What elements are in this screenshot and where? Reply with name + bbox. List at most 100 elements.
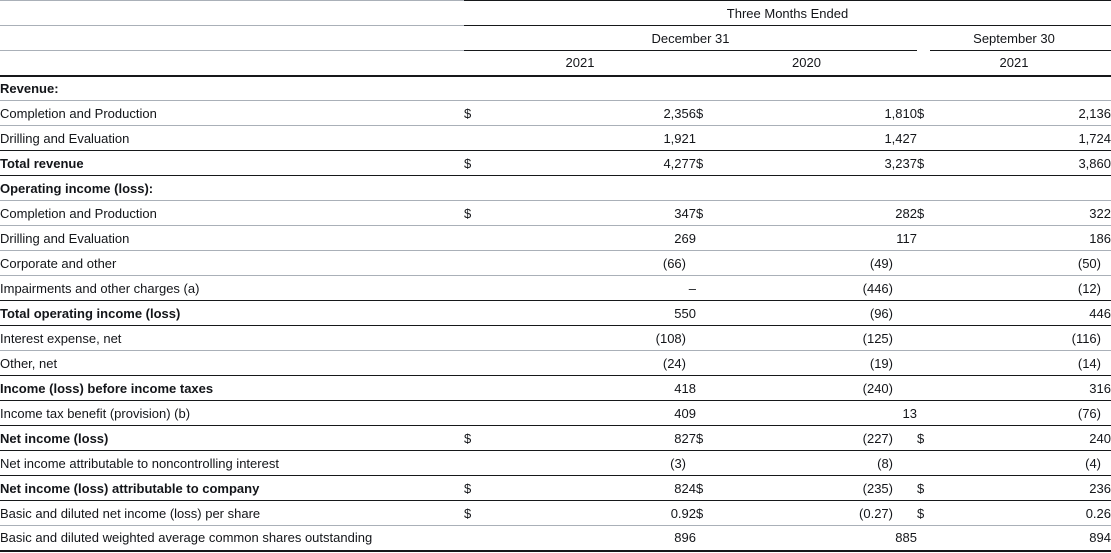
value-dec-2021: 347 (513, 200, 696, 226)
value-dec-2020: (49) (736, 250, 917, 276)
period-header: Three Months Ended (464, 0, 1111, 26)
year-header: 2021 (917, 50, 1111, 77)
dollar-sign: $ (464, 475, 513, 501)
value-sep-2021: 322 (961, 200, 1111, 226)
value-dec-2020 (736, 75, 917, 101)
value-sep-2021: (14) (961, 350, 1111, 376)
dollar-sign (464, 175, 513, 201)
dollar-sign (917, 525, 961, 552)
row-label: Income tax benefit (provision) (b) (0, 400, 464, 426)
row-label: Completion and Production (0, 100, 464, 126)
value-dec-2020: 117 (736, 225, 917, 251)
value-dec-2021: 550 (513, 300, 696, 326)
dollar-sign (917, 450, 961, 476)
row-label: Net income (loss) attributable to compan… (0, 475, 464, 501)
dollar-sign (696, 175, 736, 201)
header-row-dates: December 31 September 30 (0, 25, 1111, 51)
dollar-sign (464, 225, 513, 251)
value-dec-2020: 1,427 (736, 125, 917, 151)
value-dec-2020: (8) (736, 450, 917, 476)
value-dec-2021 (513, 75, 696, 101)
value-dec-2021: 418 (513, 375, 696, 401)
dollar-sign: $ (464, 425, 513, 451)
row-label: Completion and Production (0, 200, 464, 226)
value-sep-2021: 236 (961, 475, 1111, 501)
value-dec-2021: 0.92 (513, 500, 696, 526)
dollar-sign: $ (696, 500, 736, 526)
table-row: Total operating income (loss) 550 (96) 446 (0, 300, 1111, 326)
dollar-sign (464, 400, 513, 426)
dollar-sign: $ (696, 475, 736, 501)
table-row: Net income (loss) attributable to compan… (0, 475, 1111, 501)
dollar-sign: $ (464, 500, 513, 526)
dollar-sign (917, 125, 961, 151)
dollar-sign: $ (917, 200, 961, 226)
table-row: Drilling and Evaluation 269 117 186 (0, 225, 1111, 251)
dollar-sign (917, 175, 961, 201)
value-dec-2021: (108) (513, 325, 696, 351)
value-dec-2021: 827 (513, 425, 696, 451)
dollar-sign: $ (696, 425, 736, 451)
value-sep-2021: 186 (961, 225, 1111, 251)
dollar-sign: $ (696, 150, 736, 176)
table-row: Net income attributable to noncontrollin… (0, 450, 1111, 476)
value-dec-2020: (96) (736, 300, 917, 326)
header-row-period: Three Months Ended (0, 0, 1111, 26)
value-dec-2020: 282 (736, 200, 917, 226)
value-dec-2020: 13 (736, 400, 917, 426)
table-row: Completion and Production $347 $282 $322 (0, 200, 1111, 226)
dollar-sign (464, 75, 513, 101)
dollar-sign (917, 375, 961, 401)
dollar-sign (917, 300, 961, 326)
value-dec-2021: 824 (513, 475, 696, 501)
value-dec-2020: 3,237 (736, 150, 917, 176)
row-label: Basic and diluted weighted average commo… (0, 525, 464, 552)
row-label: Impairments and other charges (a) (0, 275, 464, 301)
dollar-sign: $ (917, 100, 961, 126)
value-sep-2021: 316 (961, 375, 1111, 401)
dollar-sign (464, 375, 513, 401)
value-dec-2020: (235) (736, 475, 917, 501)
dollar-sign: $ (464, 200, 513, 226)
dollar-sign (696, 325, 736, 351)
year-header: 2020 (696, 50, 917, 77)
value-sep-2021: 446 (961, 300, 1111, 326)
value-sep-2021: 2,136 (961, 100, 1111, 126)
value-dec-2020: (125) (736, 325, 917, 351)
value-dec-2021: 2,356 (513, 100, 696, 126)
header-spacer (0, 25, 464, 51)
table-row: Income (loss) before income taxes 418 (240… (0, 375, 1111, 401)
value-dec-2020: (227) (736, 425, 917, 451)
dollar-sign (696, 350, 736, 376)
value-sep-2021: (4) (961, 450, 1111, 476)
dollar-sign (464, 125, 513, 151)
dollar-sign (464, 350, 513, 376)
value-dec-2021: (66) (513, 250, 696, 276)
dollar-sign (464, 275, 513, 301)
value-dec-2021: 269 (513, 225, 696, 251)
dollar-sign (917, 325, 961, 351)
header-spacer (0, 0, 464, 26)
table-row: Drilling and Evaluation 1,921 1,427 1,724 (0, 125, 1111, 151)
value-sep-2021: (50) (961, 250, 1111, 276)
row-label: Drilling and Evaluation (0, 125, 464, 151)
value-sep-2021: 1,724 (961, 125, 1111, 151)
date-header-september: September 30 (917, 25, 1111, 51)
dollar-sign (917, 275, 961, 301)
dollar-sign: $ (917, 475, 961, 501)
value-dec-2021: 896 (513, 525, 696, 552)
row-label: Income (loss) before income taxes (0, 375, 464, 401)
value-sep-2021: 0.26 (961, 500, 1111, 526)
dollar-sign (917, 75, 961, 101)
dollar-sign (917, 350, 961, 376)
value-dec-2020: 885 (736, 525, 917, 552)
table-row: Income tax benefit (provision) (b) 409 13 (… (0, 400, 1111, 426)
table-row: Impairments and other charges (a) – (446) (… (0, 275, 1111, 301)
dollar-sign (917, 225, 961, 251)
table-row: Interest expense, net (108) (125) (116) (0, 325, 1111, 351)
value-sep-2021 (961, 75, 1111, 101)
row-label: Total operating income (loss) (0, 300, 464, 326)
value-dec-2021: 409 (513, 400, 696, 426)
value-dec-2020: (0.27) (736, 500, 917, 526)
